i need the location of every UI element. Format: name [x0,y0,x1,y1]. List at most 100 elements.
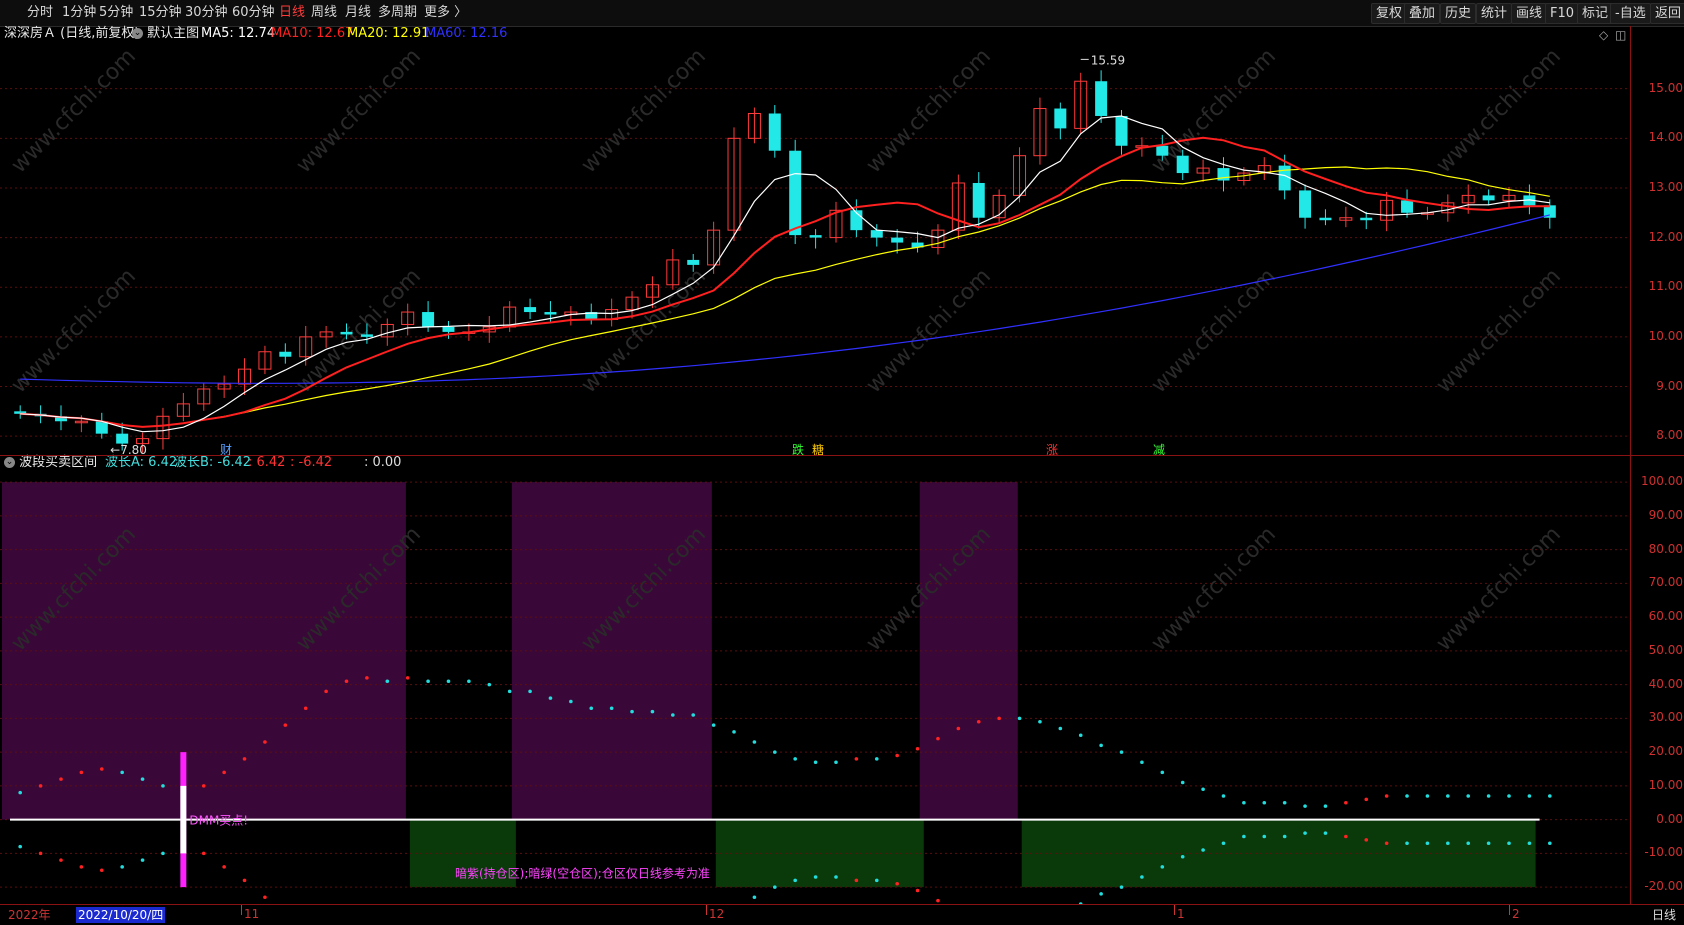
indicator-tick-label: 70.00 [1648,575,1683,590]
wave-b-dot [140,858,145,862]
wave-a-dot [303,706,308,711]
wave-b-dot [1303,831,1307,835]
wave-b-dot [1078,902,1083,904]
wave-b-dot [1446,841,1450,846]
candle-body [951,182,965,231]
tool-button-2[interactable]: 历史 [1440,3,1477,24]
wave-a-dot [79,770,84,775]
wave-a-dot [1038,719,1042,724]
wave-a-dot [161,784,165,788]
tool-button-1[interactable]: 叠加 [1404,3,1441,24]
period-tab-6[interactable]: 日线 [279,5,306,20]
wave-b-dot [1527,841,1532,846]
pane-divider[interactable] [0,455,1684,456]
period-indicator[interactable]: 日线 [1651,908,1676,922]
candle-body [1339,217,1353,221]
watermark-text: www.cfchi.com [1432,264,1566,398]
period-tab-8[interactable]: 月线 [345,5,372,20]
wave-b-dot [1364,838,1369,842]
wave-b-dot [59,858,63,862]
wave-a-dot [1078,733,1083,738]
buy-point-core [180,785,187,854]
wave-a-dot [1446,794,1450,798]
candle-body [1502,194,1516,201]
indicator-tick-label: 90.00 [1648,507,1683,522]
candlestick-chart[interactable]: www.cfchi.com www.cfchi.com www.cfchi.com w… [0,44,1630,456]
period-tab-7[interactable]: 周线 [311,5,338,20]
wave-b-dot [38,851,43,856]
wave-a-dot [997,716,1001,721]
event-marker: 涨 [1046,442,1058,456]
watermark-text: www.cfchi.com [1432,44,1566,178]
stock-title[interactable]: 深深房Ａ (日线,前复权) [4,25,139,43]
wave-a-dot [671,713,675,717]
tool-button-8[interactable]: 返回 [1650,3,1684,24]
period-tab-4[interactable]: 30分钟 [185,5,228,20]
tool-button-5[interactable]: F10 [1545,3,1580,24]
high-price-label: 15.59 [1091,53,1125,67]
value-3: : 6.42 [248,455,286,470]
wave-a-dot [99,767,104,771]
indicator-tick-label: 60.00 [1648,609,1683,624]
indicator-tick-label: -10.00 [1644,845,1683,860]
period-tab-9[interactable]: 多周期 [378,5,418,20]
ma20-value: MA20: 12.91 [347,26,430,41]
diamond-icon[interactable]: ◇ [1599,28,1609,42]
period-tab-10[interactable]: 更多 〉 [424,5,468,20]
tool-button-6[interactable]: 标记 [1577,3,1614,24]
sub-indicator-selector[interactable]: ⌄ 波段买卖区间 [4,454,97,472]
candle-body [176,403,190,417]
watermark-text: www.cfchi.com [577,44,711,178]
indicator-tick-label: 40.00 [1648,676,1683,691]
wave-a-value: 波长A: 6.42 [105,455,178,470]
price-tick-label: 15.00 [1648,80,1683,95]
candle-body [422,312,435,327]
candle-body [136,438,150,445]
wave-a-dot [976,719,981,724]
candle-body [360,334,373,337]
period-tab-5[interactable]: 60分钟 [232,5,275,20]
price-axis: 15.00 14.00 13.00 12.00 11.00 10.00 9.00 8.00 [1630,26,1684,456]
wave-b-dot [773,885,777,889]
candle-body [727,137,741,231]
ma5-value: MA5: 12.74 [201,26,276,41]
wave-a-dot [426,679,430,684]
period-tab-1[interactable]: 1分钟 [62,5,97,20]
candle-body [340,331,353,335]
candle-body [829,209,843,239]
wave-b-dot [1425,841,1430,846]
period-tab-0[interactable]: 分时 [27,5,54,20]
layout-icon[interactable]: ◫ [1615,28,1627,42]
tool-button-7[interactable]: -自选 [1610,3,1651,24]
indicator-tick-label: 30.00 [1648,710,1683,725]
wave-a-dot [385,679,390,684]
candle-body [931,229,945,249]
wave-a-dot [1017,716,1022,721]
month-tick-label: 1 [1177,907,1185,921]
wave-b-dot [1405,841,1409,846]
price-tick-label: 11.00 [1648,279,1683,294]
wave-b-dot [854,878,859,883]
candle-body [687,259,700,265]
wave-b-dot [120,865,124,869]
wave-a-dot [609,706,614,711]
candle-body [747,112,761,139]
wave-b-dot [99,868,104,873]
tool-button-0[interactable]: 复权 [1371,3,1408,24]
wave-indicator-chart[interactable]: www.cfchi.com www.cfchi.com www.cfchi.com w… [0,472,1630,904]
stock-name: 深深房Ａ (日线,前复权) [4,26,140,41]
tool-button-3[interactable]: 统计 [1476,3,1513,24]
event-marker: 糖 [812,442,824,456]
period-tab-2[interactable]: 5分钟 [99,5,134,20]
wave-a-dot [487,682,492,687]
wave-b-dot [263,895,267,900]
indicator-tick-label: 10.00 [1648,777,1683,792]
low-price-label: ←7.80 [110,443,147,456]
wave-b-dot [1282,834,1287,839]
main-indicator-selector[interactable]: ⌄ 默认主图 [132,25,199,43]
wave-a-dot [1323,804,1328,808]
tool-button-4[interactable]: 画线 [1511,3,1548,24]
period-tab-3[interactable]: 15分钟 [139,5,182,20]
candle-body [585,312,598,320]
candle-body [1033,108,1047,157]
